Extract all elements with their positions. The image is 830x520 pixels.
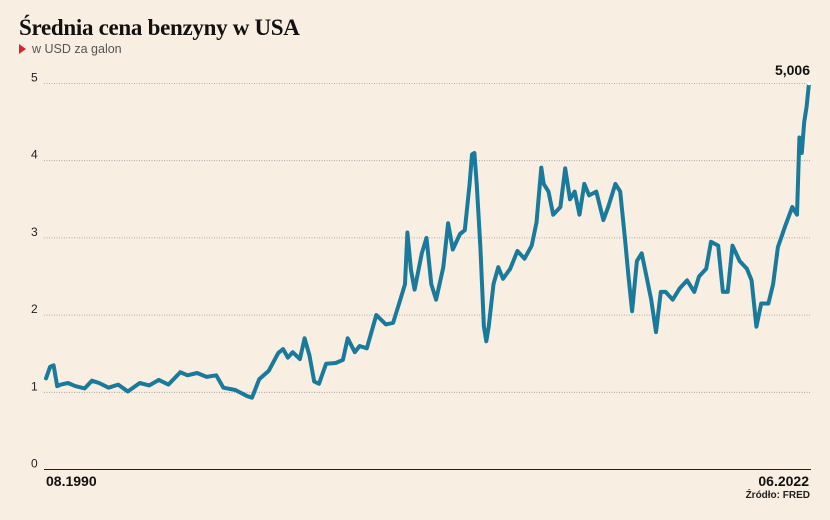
y-tick-label: 5 (31, 71, 38, 85)
x-end-label: 06.2022 (758, 473, 809, 489)
y-tick-label: 1 (31, 379, 38, 393)
y-tick-label: 4 (31, 148, 38, 162)
chart-title: Średnia cena benzyny w USA (19, 15, 300, 40)
y-tick-labels: 0 1 2 3 4 5 (31, 71, 38, 471)
chart-subtitle: w USD za galon (19, 42, 122, 56)
unit-label: w USD za galon (32, 42, 122, 56)
triangle-marker-icon (19, 44, 26, 54)
price-series-line (44, 81, 811, 400)
y-tick-label: 3 (31, 225, 38, 239)
y-tick-label: 0 (31, 457, 38, 471)
y-tick-label: 2 (31, 302, 38, 316)
source-note: Źródło: FRED (745, 490, 810, 501)
last-value-point (806, 80, 812, 86)
last-value-label: 5,006 (775, 62, 810, 78)
x-start-label: 08.1990 (46, 473, 97, 489)
